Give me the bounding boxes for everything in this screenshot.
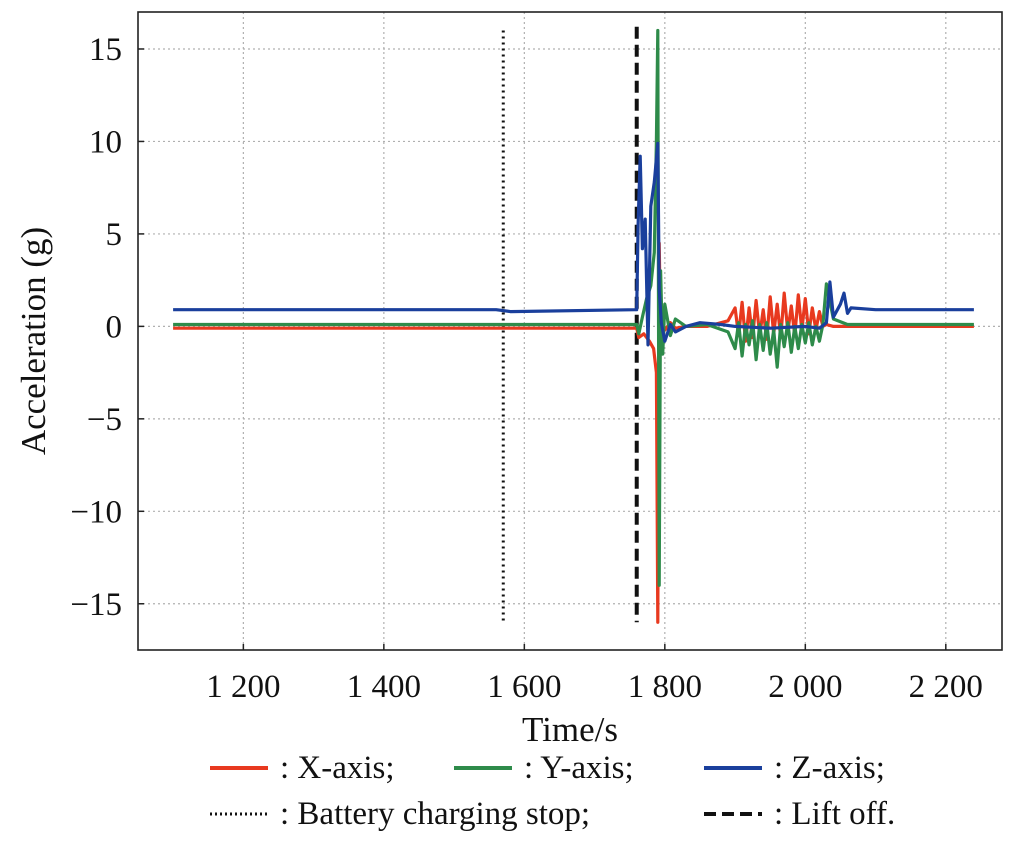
y-tick-label: 15 <box>89 32 122 68</box>
legend: : X-axis; : Y-axis; : Z-axis; : Battery cha… <box>210 750 895 832</box>
axis-ticks: 1 200 1 400 1 600 1 800 2 000 2 200 15 10 5 0 −5 −1… <box>70 32 983 705</box>
y-axis-title: Acceleration (g) <box>14 227 53 455</box>
x-tick-label: 1 800 <box>628 669 702 705</box>
y-tick-label: 5 <box>106 217 123 253</box>
y-tick-label: −5 <box>87 402 122 438</box>
y-tick-label: 0 <box>106 309 123 345</box>
z-axis-series <box>173 141 974 347</box>
x-tick-label: 2 200 <box>909 669 983 705</box>
y-tick-label: −15 <box>70 587 122 623</box>
x-tick-label: 2 000 <box>768 669 842 705</box>
x-tick-label: 1 200 <box>206 669 280 705</box>
data-series <box>173 28 974 624</box>
legend-label: : Y-axis; <box>524 750 634 786</box>
legend-label: : Lift off. <box>774 796 895 832</box>
x-axis-series <box>173 241 974 624</box>
x-tick-label: 1 400 <box>347 669 421 705</box>
x-axis-title: Time/s <box>522 710 618 749</box>
legend-label: : X-axis; <box>280 750 395 786</box>
plot-area-frame <box>137 11 1003 651</box>
grid-lines <box>138 12 1002 650</box>
legend-label: : Battery charging stop; <box>280 796 590 832</box>
y-axis-series <box>173 28 974 587</box>
x-tick-label: 1 600 <box>487 669 561 705</box>
legend-label: : Z-axis; <box>774 750 885 786</box>
y-tick-label: −10 <box>70 494 122 530</box>
y-tick-label: 10 <box>89 124 122 160</box>
